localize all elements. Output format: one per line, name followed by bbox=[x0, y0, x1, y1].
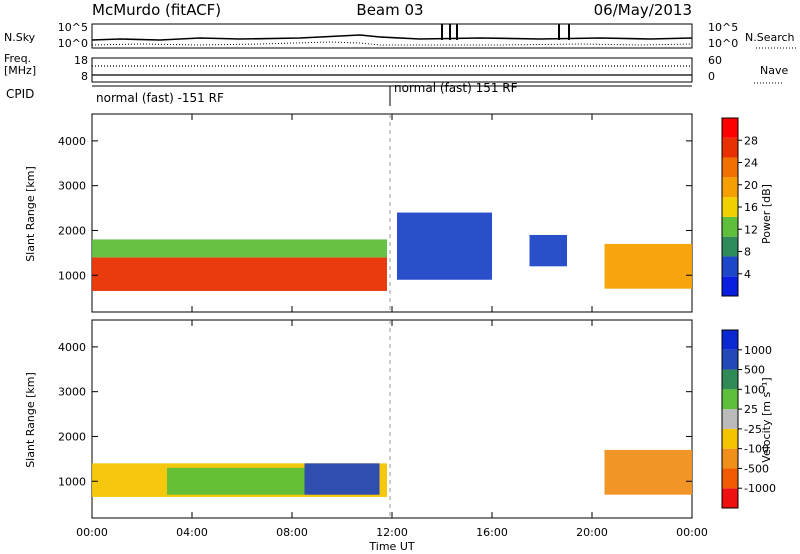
power-colorbar-label: Power [dB] bbox=[760, 184, 773, 244]
power-colorbar-tick-label: 12 bbox=[744, 223, 758, 236]
power-ytick-label: 2000 bbox=[58, 224, 86, 237]
velocity-colorbar-label: Velocity [m s⁻¹] bbox=[760, 377, 773, 462]
power-colorbar-tick-label: 20 bbox=[744, 179, 758, 192]
power-colorbar-swatch bbox=[722, 137, 738, 158]
xtick-label: 16:00 bbox=[476, 526, 508, 539]
noise-left-tick-bottom: 10^0 bbox=[58, 37, 88, 50]
power-colorbar-swatch bbox=[722, 197, 738, 217]
cpid-panel: CPID normal (fast) -151 RF normal (fast)… bbox=[6, 81, 692, 106]
noise-right-label: N.Search bbox=[745, 31, 795, 44]
cpid-label: CPID bbox=[6, 87, 34, 101]
xtick-label: 00:00 bbox=[676, 526, 708, 539]
power-ytick-label: 3000 bbox=[58, 180, 86, 193]
power-colorbar: 4 8 12 16 20 24 28 bbox=[721, 117, 758, 297]
power-ytick-label: 1000 bbox=[58, 269, 86, 282]
power-colorbar-swatch bbox=[722, 177, 738, 198]
beam-title: Beam 03 bbox=[356, 1, 423, 19]
xtick-label: 12:00 bbox=[376, 526, 408, 539]
freq-label-1: Freq. bbox=[4, 52, 31, 65]
velocity-colorbar-swatch bbox=[722, 428, 738, 449]
date-title: 06/May/2013 bbox=[594, 1, 692, 19]
velocity-region-green-streaks bbox=[167, 467, 305, 495]
velocity-colorbar-tick-label: 500 bbox=[744, 364, 765, 377]
noise-left-tick-top: 10^5 bbox=[58, 21, 88, 34]
xtick-label: 20:00 bbox=[576, 526, 608, 539]
power-colorbar-swatch bbox=[722, 157, 738, 178]
xtick-label: 00:00 bbox=[76, 526, 108, 539]
velocity-colorbar-swatch bbox=[722, 349, 738, 370]
noise-right-tick-top: 10^5 bbox=[708, 21, 738, 34]
xtick-label: 08:00 bbox=[276, 526, 308, 539]
cpid-segment-2: normal (fast) 151 RF bbox=[394, 81, 518, 95]
velocity-colorbar-tick-label: -1000 bbox=[744, 482, 776, 495]
velocity-ytick-label: 4000 bbox=[58, 341, 86, 354]
velocity-region-blue-region bbox=[304, 463, 380, 495]
power-colorbar-tick-label: 28 bbox=[744, 134, 758, 147]
velocity-panel: 1000 2000 3000 4000 Slant Range [km] bbox=[24, 319, 693, 519]
station-title: McMurdo (fitACF) bbox=[92, 1, 221, 19]
power-colorbar-swatch bbox=[722, 256, 738, 277]
power-colorbar-swatch bbox=[722, 216, 738, 237]
frequency-panel: Freq. [MHz] 18 8 60 0 Nave bbox=[4, 52, 788, 84]
power-ylabel: Slant Range [km] bbox=[24, 166, 37, 262]
freq-tick-top: 18 bbox=[74, 54, 88, 67]
velocity-region-night-patch bbox=[604, 449, 692, 495]
power-region-night-patch bbox=[604, 243, 692, 289]
velocity-ylabel: Slant Range [km] bbox=[24, 372, 37, 468]
power-region-late-scatter bbox=[397, 212, 492, 280]
power-panel: 1000 2000 3000 4000 Slant Range [km] bbox=[24, 113, 693, 313]
power-colorbar-swatch bbox=[722, 276, 738, 296]
velocity-colorbar: -1000 -500 -100 -25 25 100 500 1000 bbox=[721, 329, 776, 509]
power-colorbar-tick-label: 8 bbox=[744, 246, 751, 259]
freq-tick-bottom: 8 bbox=[81, 70, 88, 83]
noise-left-label: N.Sky bbox=[4, 31, 36, 44]
velocity-ytick-label: 3000 bbox=[58, 386, 86, 399]
velocity-colorbar-tick-label: 1000 bbox=[744, 344, 772, 357]
noise-panel: N.Sky 10^5 10^0 10^5 10^0 N.Search bbox=[4, 21, 796, 50]
nave-tick-bottom: 0 bbox=[708, 70, 715, 83]
velocity-colorbar-swatch bbox=[722, 409, 738, 429]
velocity-colorbar-tick-label: -500 bbox=[744, 462, 769, 475]
cpid-segment-1: normal (fast) -151 RF bbox=[96, 91, 224, 105]
velocity-colorbar-swatch bbox=[722, 488, 738, 508]
power-colorbar-swatch bbox=[722, 118, 738, 138]
noise-right-tick-bottom: 10^0 bbox=[708, 37, 738, 50]
power-colorbar-tick-label: 24 bbox=[744, 157, 758, 170]
power-region-evening-patch bbox=[529, 234, 567, 267]
velocity-colorbar-swatch bbox=[722, 448, 738, 469]
power-colorbar-tick-label: 16 bbox=[744, 201, 758, 214]
freq-label-2: [MHz] bbox=[4, 64, 36, 77]
velocity-colorbar-swatch bbox=[722, 369, 738, 390]
power-region-main-band bbox=[92, 257, 387, 291]
power-colorbar-tick-label: 4 bbox=[744, 268, 751, 281]
velocity-colorbar-swatch bbox=[722, 468, 738, 489]
power-ytick-label: 4000 bbox=[58, 135, 86, 148]
velocity-ytick-label: 2000 bbox=[58, 430, 86, 443]
velocity-colorbar-frame bbox=[721, 329, 739, 509]
power-region-band-edges bbox=[92, 239, 387, 258]
velocity-colorbar-swatch bbox=[722, 330, 738, 350]
nave-tick-top: 60 bbox=[708, 54, 722, 67]
velocity-colorbar-swatch bbox=[722, 389, 738, 410]
velocity-colorbar-tick-label: 25 bbox=[744, 403, 758, 416]
x-axis-label: Time UT bbox=[368, 540, 414, 553]
power-colorbar-swatch bbox=[722, 236, 738, 257]
velocity-colorbar-tick-label: -25 bbox=[744, 423, 762, 436]
velocity-colorbar-tick-label: -100 bbox=[744, 443, 769, 456]
x-axis: 00:00 04:00 08:00 12:00 16:00 20:00 00:00 bbox=[76, 114, 708, 539]
velocity-ytick-label: 1000 bbox=[58, 475, 86, 488]
nave-label: Nave bbox=[760, 64, 788, 77]
velocity-colorbar-tick-label: 100 bbox=[744, 383, 765, 396]
xtick-label: 04:00 bbox=[176, 526, 208, 539]
